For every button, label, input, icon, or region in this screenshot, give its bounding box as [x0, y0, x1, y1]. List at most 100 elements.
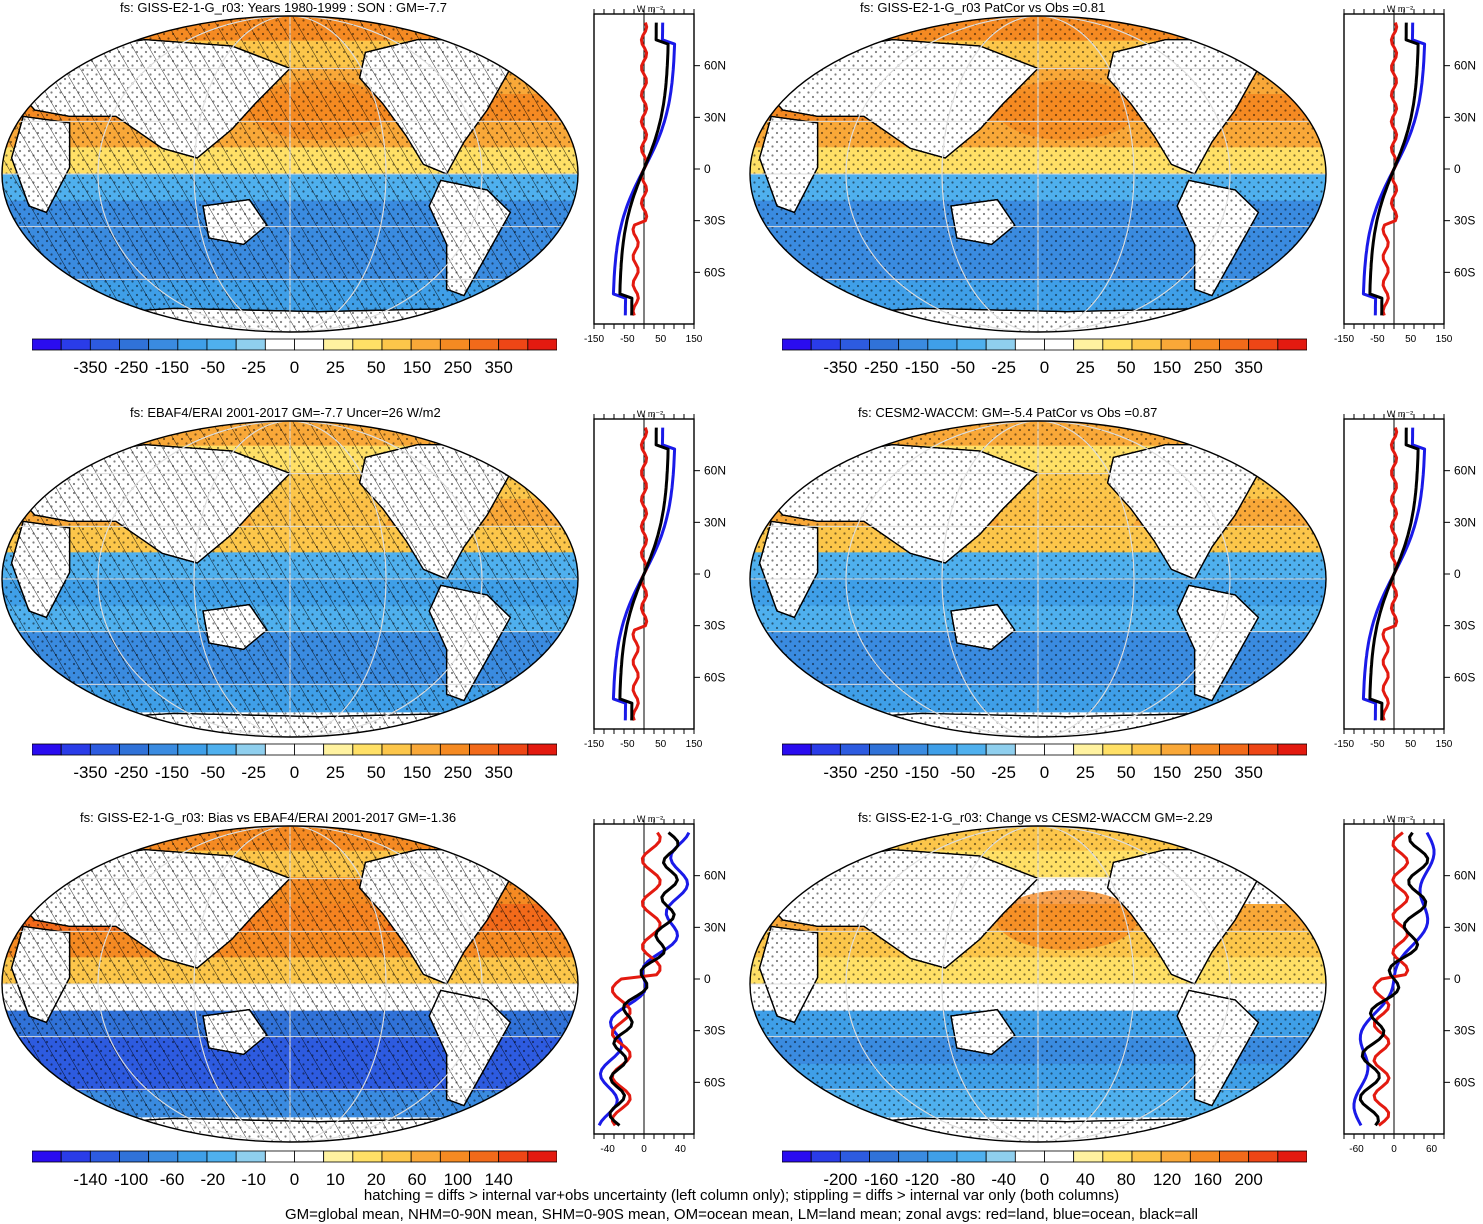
- panel-bias: fs: GISS-E2-1-G_r03: Bias vs EBAF4/ERAI …: [0, 810, 741, 1215]
- latitude-label: 60S: [1454, 670, 1475, 684]
- colorbar-swatch: [1074, 1151, 1103, 1162]
- panel-model-climatology: fs: GISS-E2-1-G_r03: Years 1980-1999 : S…: [0, 0, 741, 405]
- zonal-tick-label: -50: [620, 334, 635, 345]
- colorbar-swatch: [1015, 1151, 1044, 1162]
- colorbar-swatch: [870, 744, 899, 755]
- colorbar-label: 150: [1153, 358, 1181, 377]
- panel-title: fs: GISS-E2-1-G_r03: Bias vs EBAF4/ERAI …: [80, 810, 456, 825]
- latitude-label: 60N: [704, 59, 726, 73]
- panel-model-patcor: fs: GISS-E2-1-G_r03 PatCor vs Obs =0.81 …: [748, 0, 1483, 405]
- zonal-tick-label: 150: [686, 334, 703, 345]
- colorbar-swatch: [840, 744, 869, 755]
- colorbar-label: -350: [73, 763, 107, 782]
- colorbar-swatch: [265, 744, 294, 755]
- panel-title: fs: CESM2-WACCM: GM=-5.4 PatCor vs Obs =…: [858, 405, 1157, 420]
- colorbar-swatch: [499, 744, 528, 755]
- colorbar-swatch: [1015, 339, 1044, 350]
- colorbar-label: 250: [444, 358, 472, 377]
- latitude-label: 60S: [704, 670, 725, 684]
- panel-obs: fs: EBAF4/ERAI 2001-2017 GM=-7.7 Uncer=2…: [0, 405, 741, 810]
- colorbar-swatch: [324, 744, 353, 755]
- colorbar-swatch: [1161, 339, 1190, 350]
- colorbar-label: -25: [241, 358, 266, 377]
- zonal-tick-label: -150: [584, 334, 604, 345]
- colorbar-label: -350: [823, 763, 857, 782]
- colorbar-swatch: [382, 1151, 411, 1162]
- colorbar-label: -50: [201, 358, 226, 377]
- latitude-label: 0: [1454, 162, 1461, 176]
- colorbar-swatch: [295, 1151, 324, 1162]
- colorbar-label: -350: [73, 358, 107, 377]
- colorbar-swatch: [1132, 1151, 1161, 1162]
- latitude-label: 0: [704, 567, 711, 581]
- colorbar-swatch: [1190, 339, 1219, 350]
- colorbar-label: 0: [1040, 763, 1049, 782]
- colorbar-label: -50: [951, 763, 976, 782]
- colorbar-swatch: [32, 1151, 61, 1162]
- colorbar-label: 150: [1153, 763, 1181, 782]
- latitude-label: 0: [1454, 972, 1461, 986]
- colorbar-swatch: [1249, 339, 1278, 350]
- colorbar-swatch: [1190, 1151, 1219, 1162]
- colorbar-swatch: [1103, 1151, 1132, 1162]
- panel-title: fs: GISS-E2-1-G_r03: Change vs CESM2-WAC…: [858, 810, 1213, 825]
- caption-line-1: hatching = diffs > internal var+obs unce…: [0, 1186, 1483, 1205]
- zonal-tick-label: -150: [584, 739, 604, 750]
- colorbar-swatch: [899, 1151, 928, 1162]
- colorbar-swatch: [528, 1151, 557, 1162]
- panel-title: fs: GISS-E2-1-G_r03 PatCor vs Obs =0.81: [860, 0, 1105, 15]
- colorbar-swatch: [528, 339, 557, 350]
- colorbar-swatch: [957, 339, 986, 350]
- caption-line-2: GM=global mean, NHM=0-90N mean, SHM=0-90…: [0, 1205, 1483, 1224]
- latitude-label: 0: [704, 972, 711, 986]
- colorbar-label: -250: [864, 763, 898, 782]
- colorbar-label: 0: [290, 358, 299, 377]
- latitude-label: 0: [1454, 567, 1461, 581]
- colorbar-swatch: [499, 339, 528, 350]
- latitude-label: 60S: [1454, 1075, 1475, 1089]
- colorbar-swatch: [440, 339, 469, 350]
- zonal-tick-label: 150: [1436, 334, 1453, 345]
- colorbar-swatch: [1045, 339, 1074, 350]
- colorbar-swatch: [1074, 339, 1103, 350]
- colorbar-swatch: [499, 1151, 528, 1162]
- latitude-label: 30S: [704, 619, 725, 633]
- colorbar-label: 150: [403, 763, 431, 782]
- zonal-tick-label: -50: [1370, 739, 1385, 750]
- colorbar-swatch: [986, 339, 1015, 350]
- colorbar-swatch: [440, 1151, 469, 1162]
- unit-label: W m⁻²: [1387, 409, 1413, 419]
- colorbar-swatch: [470, 1151, 499, 1162]
- colorbar-swatch: [957, 744, 986, 755]
- panel-cesm2: fs: CESM2-WACCM: GM=-5.4 PatCor vs Obs =…: [748, 405, 1483, 810]
- colorbar-label: 25: [1076, 763, 1095, 782]
- colorbar-label: 250: [1194, 763, 1222, 782]
- colorbar-swatch: [61, 339, 90, 350]
- zonal-tick-label: 150: [686, 739, 703, 750]
- colorbar-swatch: [840, 1151, 869, 1162]
- colorbar-label: 250: [1194, 358, 1222, 377]
- zonal-tick-label: 60: [1426, 1144, 1438, 1155]
- colorbar-swatch: [382, 339, 411, 350]
- zonal-tick-label: 40: [675, 1144, 687, 1155]
- colorbar-label: 50: [1117, 358, 1136, 377]
- zonal-tick-label: -50: [620, 739, 635, 750]
- colorbar-swatch: [440, 744, 469, 755]
- colorbar-swatch: [61, 744, 90, 755]
- colorbar-label: -150: [905, 358, 939, 377]
- colorbar-swatch: [61, 1151, 90, 1162]
- colorbar-label: 350: [1234, 763, 1262, 782]
- colorbar-swatch: [1161, 1151, 1190, 1162]
- colorbar-swatch: [928, 339, 957, 350]
- colorbar-label: 25: [326, 358, 345, 377]
- colorbar-swatch: [265, 339, 294, 350]
- colorbar-swatch: [178, 339, 207, 350]
- unit-label: W m⁻²: [1387, 4, 1413, 14]
- colorbar-swatch: [265, 1151, 294, 1162]
- colorbar-label: -25: [241, 763, 266, 782]
- colorbar-swatch: [90, 744, 119, 755]
- figure-caption: hatching = diffs > internal var+obs unce…: [0, 1186, 1483, 1224]
